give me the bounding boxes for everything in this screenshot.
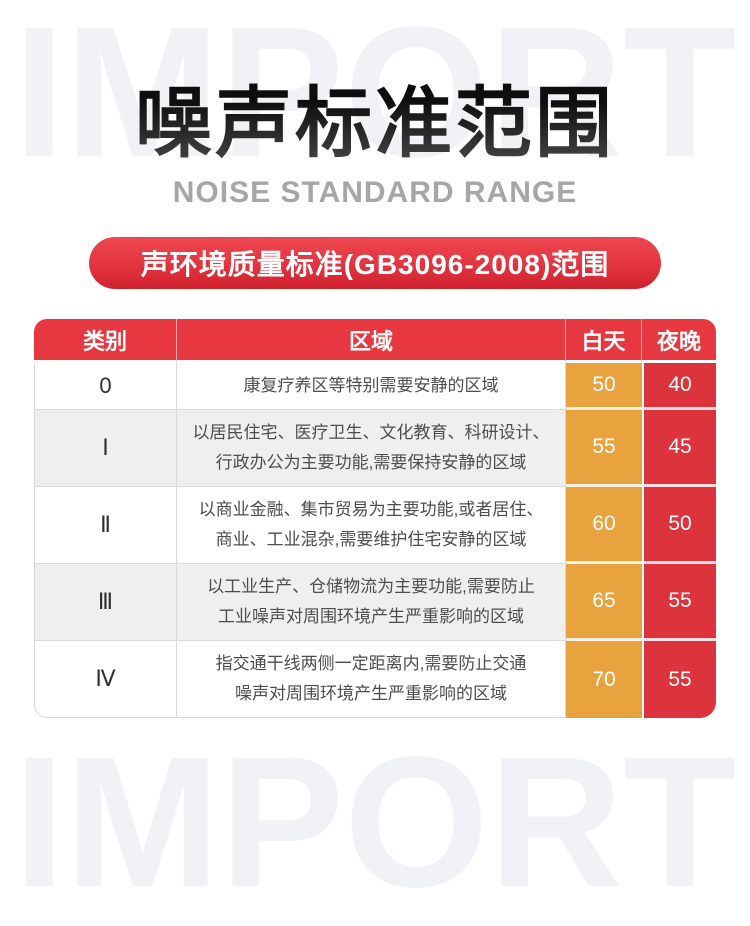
category-cell: Ⅳ: [34, 641, 177, 719]
table-row-class-3: Ⅲ 以工业生产、仓储物流为主要功能,需要防止 工业噪声对周围环境产生严重影响的区…: [34, 564, 716, 642]
column-header-night: 夜晚: [642, 319, 716, 364]
category-cell: 0: [34, 363, 177, 411]
standard-banner: 声环境质量标准(GB3096-2008)范围: [89, 237, 661, 290]
category-cell: Ⅲ: [34, 564, 177, 642]
day-value-cell: 65: [566, 564, 642, 642]
column-header-area: 区域: [177, 319, 566, 364]
table-row-class-1: Ⅰ 以居民住宅、医疗卫生、文化教育、科研设计、 行政办公为主要功能,需要保持安静…: [34, 410, 716, 488]
column-header-category: 类别: [34, 319, 177, 364]
category-cell: Ⅰ: [34, 410, 177, 488]
night-value-cell: 45: [642, 410, 716, 488]
area-cell: 以工业生产、仓储物流为主要功能,需要防止 工业噪声对周围环境产生严重影响的区域: [177, 564, 566, 642]
night-value-cell: 55: [642, 564, 716, 642]
category-cell: Ⅱ: [34, 487, 177, 565]
banner-label: 声环境质量标准(GB3096-2008)范围: [140, 249, 610, 281]
day-value-cell: 50: [566, 363, 642, 411]
column-header-day: 白天: [566, 319, 642, 364]
area-cell: 以商业金融、集市贸易为主要功能,或者居住、 商业、工业混杂,需要维护住宅安静的区…: [177, 487, 566, 565]
noise-standard-table: 类别 区域 白天 夜晚 0 康复疗养区等特别需要安静的区域 50 40 Ⅰ 以居…: [34, 319, 716, 719]
table-row-class-2: Ⅱ 以商业金融、集市贸易为主要功能,或者居住、 商业、工业混杂,需要维护住宅安静…: [34, 487, 716, 565]
day-value-cell: 60: [566, 487, 642, 565]
hero-section: 噪声标准范围 NOISE STANDARD RANGE: [0, 0, 750, 210]
noise-standard-table-wrapper: 类别 区域 白天 夜晚 0 康复疗养区等特别需要安静的区域 50 40 Ⅰ 以居…: [34, 319, 716, 719]
table-header-row: 类别 区域 白天 夜晚: [34, 319, 716, 364]
night-value-cell: 50: [642, 487, 716, 565]
night-value-cell: 55: [642, 641, 716, 719]
day-value-cell: 70: [566, 641, 642, 719]
table-row-class-0: 0 康复疗养区等特别需要安静的区域 50 40: [34, 363, 716, 411]
page-subtitle: NOISE STANDARD RANGE: [172, 176, 578, 210]
day-value-cell: 55: [566, 410, 642, 488]
table-row-class-4: Ⅳ 指交通干线两侧一定距离内,需要防止交通 噪声对周围环境产生严重影响的区域 7…: [34, 641, 716, 719]
area-cell: 以居民住宅、医疗卫生、文化教育、科研设计、 行政办公为主要功能,需要保持安静的区…: [177, 410, 566, 488]
night-value-cell: 40: [642, 363, 716, 411]
area-cell: 康复疗养区等特别需要安静的区域: [177, 363, 566, 411]
page-title: 噪声标准范围: [0, 78, 750, 170]
watermark-bottom: IMPORT: [13, 719, 737, 926]
area-cell: 指交通干线两侧一定距离内,需要防止交通 噪声对周围环境产生严重影响的区域: [177, 641, 566, 719]
